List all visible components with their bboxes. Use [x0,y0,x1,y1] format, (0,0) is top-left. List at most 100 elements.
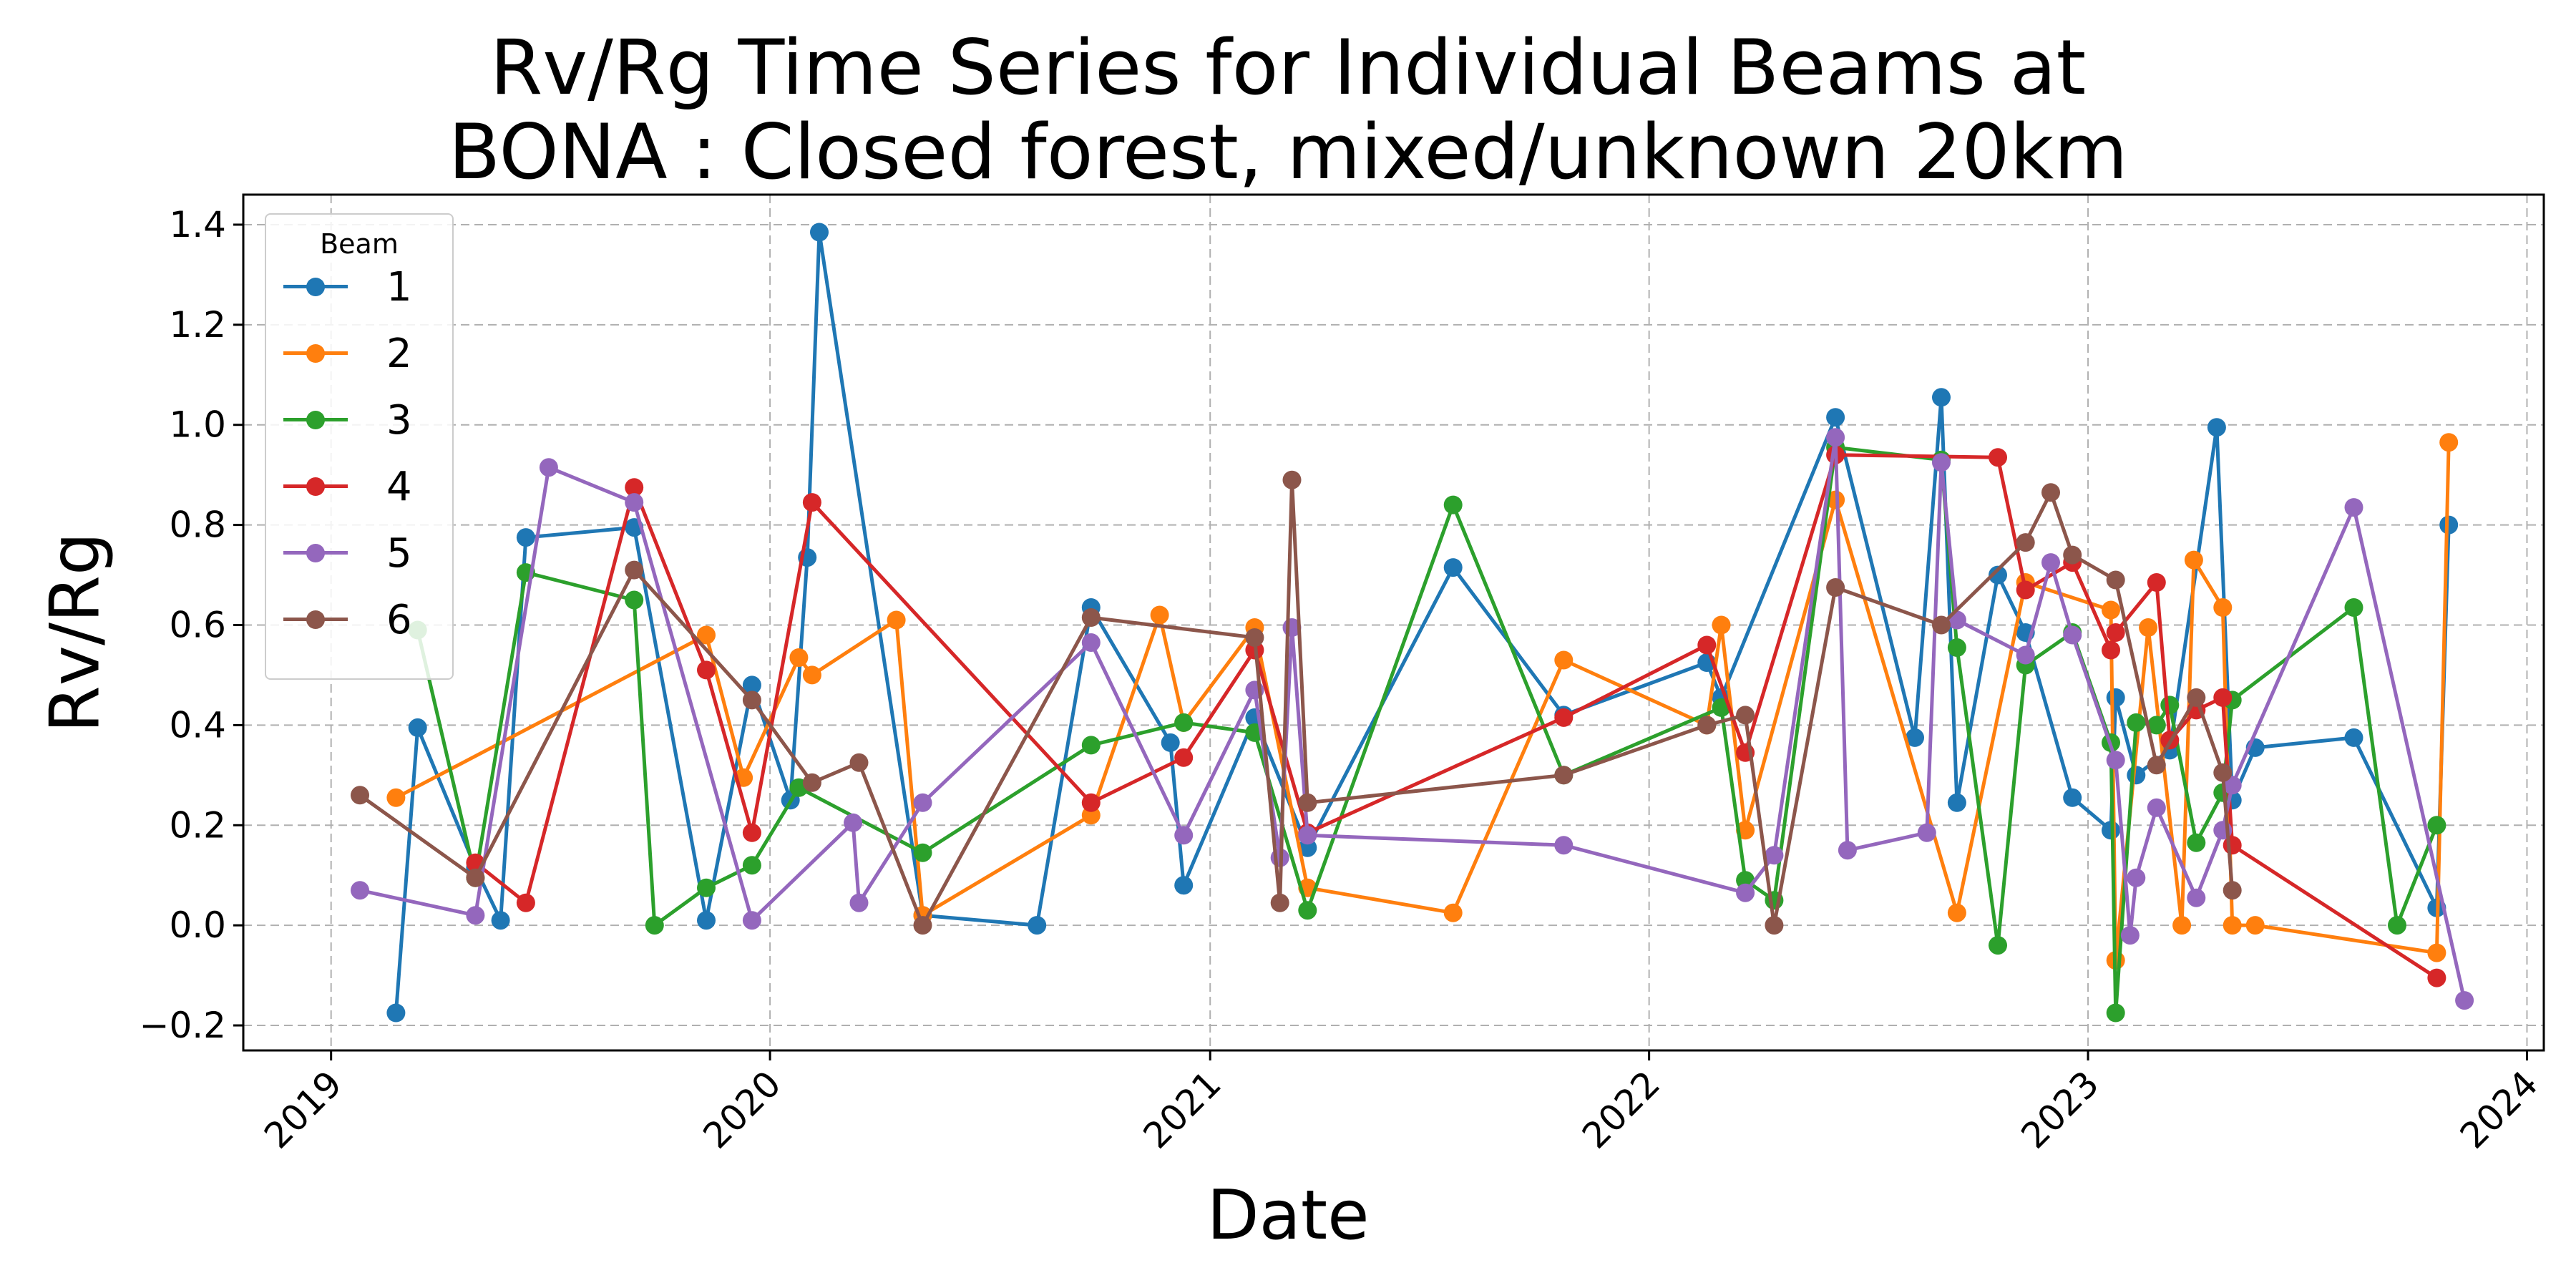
data-point [2106,623,2125,642]
data-point [2213,598,2233,617]
data-point [2184,550,2203,570]
data-point [802,665,821,685]
data-point [742,911,761,930]
data-point [742,675,761,695]
data-point [849,893,869,912]
data-point [697,911,716,930]
data-point [1270,893,1289,912]
legend-item-2: 2 [279,331,444,374]
data-point [1081,633,1101,652]
legend-marker-swatch [306,610,325,629]
data-point [913,843,932,862]
x-tick-label: 2023 [2014,1063,2107,1156]
legend-marker-swatch [306,544,325,562]
data-point [1826,428,1845,447]
data-point [1554,766,1574,785]
data-point [2223,916,2242,935]
data-point [1697,716,1717,735]
y-tick-label: 0.8 [169,504,226,546]
data-point [2016,645,2035,665]
data-point [1298,901,1317,920]
data-point [1174,748,1194,767]
data-point [1947,638,1966,657]
x-tick-label: 2019 [256,1063,350,1156]
data-point [516,893,535,912]
data-point [2439,433,2459,452]
data-point [1932,453,1951,472]
data-point [2147,573,2166,592]
data-point [1838,841,1857,860]
data-point [2120,926,2140,945]
legend-marker-swatch [306,344,325,363]
data-point [1826,490,1845,509]
data-point [1989,565,2007,585]
legend-marker-swatch [306,477,325,496]
data-point [2106,570,2125,590]
data-point [2223,881,2242,900]
data-point [887,610,906,630]
data-point [1947,903,1966,922]
data-point [1932,615,1951,635]
data-point [2016,580,2035,600]
data-point [2147,716,2166,735]
data-point [2207,418,2226,437]
legend-item-5: 5 [279,531,444,574]
data-point [2344,598,2363,617]
data-point [1989,448,2007,467]
data-point [1443,495,1463,514]
data-point [697,625,716,645]
data-point [1554,650,1574,670]
legend-item-1: 1 [279,265,444,308]
legend-marker-swatch [306,278,325,296]
series-6 [351,470,2242,935]
data-point [466,868,485,887]
data-point [1081,736,1101,755]
data-point [742,823,761,842]
data-point [2127,713,2146,732]
series-3 [408,438,2446,1023]
data-point [2106,688,2125,707]
data-point [1554,836,1574,855]
y-tick-label: 1.2 [169,304,226,346]
data-point [2213,688,2233,707]
x-tick-label: 2021 [1136,1063,1229,1156]
data-point [625,560,644,580]
data-point [1736,883,1755,902]
data-point [2102,600,2120,620]
data-point [789,648,809,667]
y-tick-label: 1.4 [169,204,226,245]
series-line-5 [359,435,2467,1001]
legend-item-4: 4 [279,464,444,507]
data-point [1028,916,1047,935]
data-point [625,478,644,497]
data-point [625,493,644,512]
legend-label: 2 [386,331,412,377]
data-point [697,878,716,897]
data-point [913,793,932,812]
data-point [386,1003,406,1023]
data-point [2388,916,2406,935]
data-point [2147,798,2166,817]
data-point [1554,708,1574,727]
data-point [2139,618,2158,637]
legend-marker-swatch [306,411,325,429]
data-point [1906,728,1924,747]
y-tick-label: 0.6 [169,604,226,645]
data-point [2063,788,2082,807]
data-point [2106,751,2125,770]
data-point [1697,635,1717,655]
y-tick-label: 0.2 [169,804,226,846]
series-5 [351,428,2474,1010]
data-point [1932,388,1951,407]
data-point [539,458,558,477]
y-tick-label: 0.4 [169,704,226,746]
y-tick-label: 0.0 [169,904,226,946]
data-point [742,856,761,875]
data-point [2245,916,2265,935]
data-point [1917,823,1936,842]
data-point [913,916,932,935]
data-point [2041,553,2060,572]
data-point [2187,888,2206,907]
legend: Beam 1 2 3 4 5 6 [265,213,454,680]
